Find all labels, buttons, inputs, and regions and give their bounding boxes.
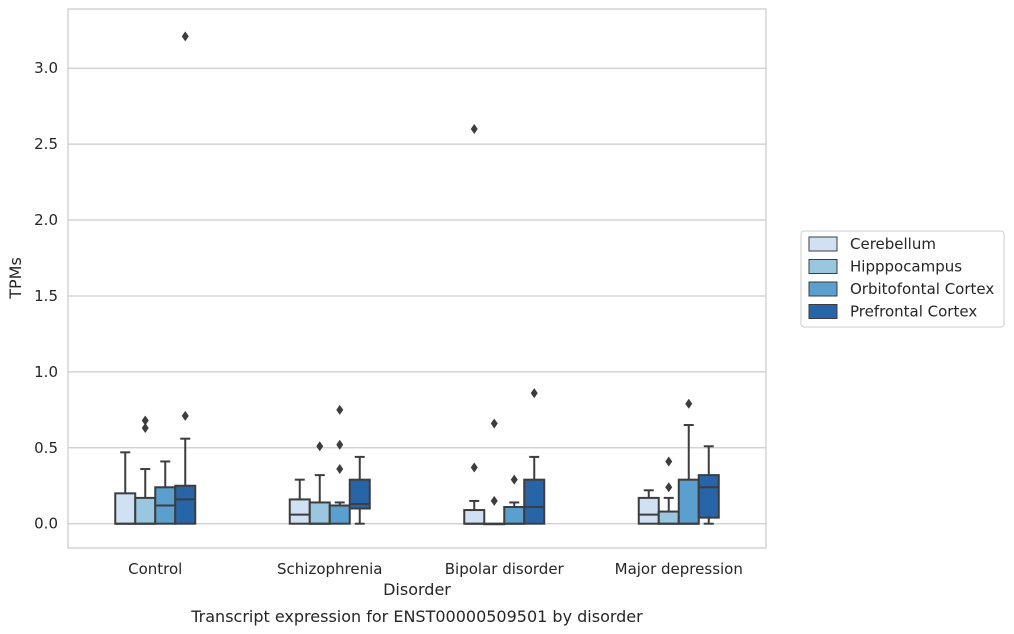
x-tick-label: Control [128, 560, 182, 578]
box-body [114, 492, 137, 525]
box-body [657, 510, 680, 525]
legend: Cerebellum Hipppocampus Orbitofontal Corte… [800, 230, 1005, 328]
outlier-point [530, 388, 538, 399]
outlier-point [181, 410, 189, 421]
legend-swatch [808, 281, 838, 297]
outlier-point [470, 462, 478, 473]
box-body [463, 509, 486, 525]
outlier-point [336, 404, 344, 415]
box-orbitofontal-cortex [677, 398, 700, 525]
y-tick-label: 1.0 [34, 363, 58, 381]
box-cerebellum [288, 478, 311, 525]
outlier-point [685, 398, 693, 409]
legend-label: Prefrontal Cortex [850, 303, 977, 321]
box-prefrontal-cortex [348, 455, 371, 525]
y-tick-label: 2.0 [34, 211, 58, 229]
box-body [637, 496, 660, 525]
legend-swatch [808, 304, 838, 319]
box-cerebellum [114, 451, 137, 525]
box-hipppocampus [308, 441, 331, 525]
y-tick-labels: 0.0 0.5 1.0 1.5 2.0 2.5 3.0 [34, 59, 58, 532]
plot-frame [67, 8, 767, 549]
outlier-point [665, 456, 673, 467]
box-body [288, 498, 311, 525]
outlier-point [336, 439, 344, 450]
box-hipppocampus [134, 415, 157, 525]
plot-marks [114, 31, 720, 526]
box-hipppocampus [657, 456, 680, 525]
legend-label: Cerebellum [850, 235, 936, 253]
outlier-point [490, 495, 498, 506]
box-orbitofontal-cortex [503, 474, 526, 525]
outlier-point [510, 474, 518, 485]
box-cerebellum [637, 489, 660, 525]
y-tick-label: 0.0 [34, 515, 58, 533]
y-axis-title: TPMs [6, 257, 25, 300]
x-tick-label: Major depression [615, 560, 743, 578]
legend-swatch [808, 236, 838, 252]
y-tick-label: 3.0 [34, 59, 58, 77]
x-axis-title: Disorder [383, 580, 451, 599]
box-body [348, 478, 371, 510]
x-tick-label: Bipolar disorder [445, 560, 565, 578]
outlier-point [316, 441, 324, 452]
y-tick-label: 1.5 [34, 287, 58, 305]
legend-swatch [808, 259, 838, 274]
box-hipppocampus [483, 418, 506, 526]
box-body [677, 478, 700, 525]
box-orbitofontal-cortex [154, 460, 177, 525]
box-body [174, 484, 197, 525]
legend-frame [800, 230, 1005, 328]
x-tick-labels: Control Schizophrenia Bipolar disorder Majo… [128, 560, 743, 578]
outlier-point [181, 31, 189, 42]
box-body [503, 506, 526, 525]
box-body [523, 478, 546, 525]
box-body [697, 474, 720, 519]
outlier-point [665, 482, 673, 493]
legend-label: Hipppocampus [850, 258, 962, 276]
x-tick-label: Schizophrenia [277, 560, 382, 578]
box-prefrontal-cortex [697, 445, 720, 525]
chart-caption: Transcript expression for ENST0000050950… [190, 607, 643, 626]
box-body [134, 496, 157, 525]
box-cerebellum [463, 123, 486, 525]
outlier-point [336, 464, 344, 475]
box-body [308, 501, 331, 525]
outlier-point [141, 423, 149, 434]
outlier-point [141, 415, 149, 426]
legend-label: Orbitofontal Cortex [850, 280, 994, 298]
box-body [328, 504, 351, 525]
y-tick-label: 0.5 [34, 439, 58, 457]
y-tick-label: 2.5 [34, 135, 58, 153]
outlier-point [470, 123, 478, 134]
outlier-point [490, 418, 498, 429]
box-prefrontal-cortex [174, 31, 197, 525]
box-prefrontal-cortex [523, 388, 546, 525]
grid-lines [68, 67, 766, 525]
box-orbitofontal-cortex [328, 404, 351, 525]
